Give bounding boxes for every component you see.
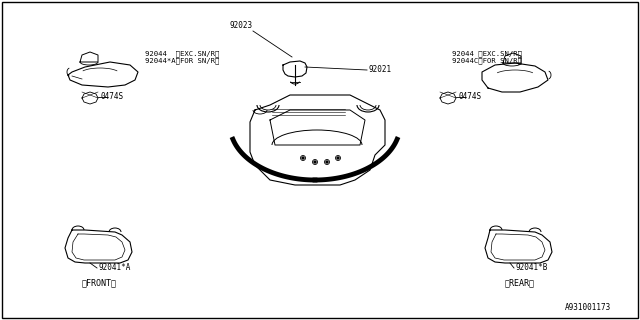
Text: 0474S: 0474S (100, 92, 123, 101)
Text: A931001173: A931001173 (565, 303, 611, 312)
Text: 92044 〈EXC.SN/R〉: 92044 〈EXC.SN/R〉 (452, 50, 522, 57)
Text: 〈FRONT〉: 〈FRONT〉 (82, 278, 117, 287)
Circle shape (326, 161, 328, 163)
Text: 92041*A: 92041*A (98, 263, 131, 272)
Text: 92021: 92021 (368, 65, 391, 74)
Text: 〈REAR〉: 〈REAR〉 (505, 278, 535, 287)
Text: 92041*B: 92041*B (515, 263, 547, 272)
Circle shape (302, 157, 304, 159)
Text: 92044  〈EXC.SN/R〉: 92044 〈EXC.SN/R〉 (145, 50, 220, 57)
Text: 92044*A〈FOR SN/R〉: 92044*A〈FOR SN/R〉 (145, 57, 220, 64)
Text: 92044C〈FOR SN/R〉: 92044C〈FOR SN/R〉 (452, 57, 522, 64)
Circle shape (337, 157, 339, 159)
Text: 92023: 92023 (229, 21, 252, 30)
Circle shape (314, 161, 316, 163)
Text: 0474S: 0474S (458, 92, 481, 101)
